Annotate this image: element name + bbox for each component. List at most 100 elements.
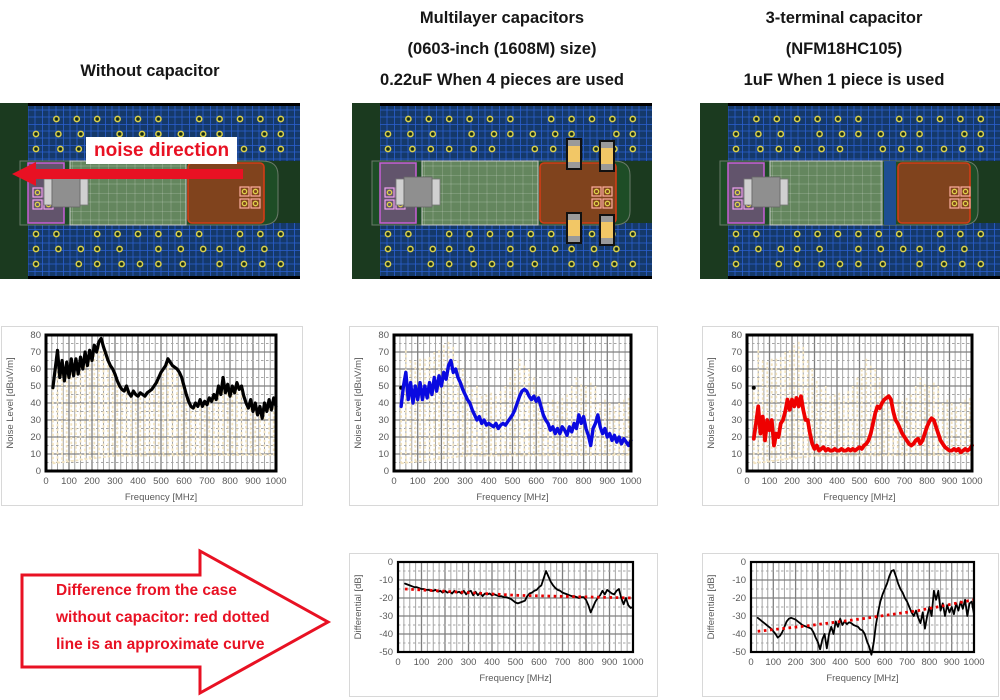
axis-labels: 0 100 200 300 400 500 600 700 800 900 100001020304… [353, 330, 642, 503]
via-dots [732, 115, 985, 268]
differential-chart-3terminal: 0 100 200 300 400 500 600 700 800 900 1000 -50 -40 -3… [702, 553, 999, 697]
differential-multilayer-svg: 0 100 200 300 400 500 600 700 800 900 1000 -50 -40 -3… [353, 557, 644, 684]
reference-start-marker [751, 385, 756, 390]
plot-border [745, 333, 974, 473]
svg-text:800: 800 [576, 476, 592, 487]
svg-text:400: 400 [829, 476, 845, 487]
pcb-board-multilayer-capacitors [352, 103, 652, 279]
title-line: Multilayer capacitors [419, 9, 585, 27]
svg-text:800: 800 [578, 657, 594, 668]
multilayer-capacitors [566, 138, 615, 246]
axis-labels: 0 100 200 300 400 500 600 700 800 900 100001020304… [706, 330, 983, 503]
svg-text:80: 80 [731, 330, 742, 341]
red-pads [239, 186, 261, 209]
svg-text:30: 30 [731, 415, 742, 426]
svg-text:70: 70 [378, 347, 389, 358]
pcb-board-3terminal-capacitor [700, 103, 1000, 279]
svg-text:600: 600 [877, 657, 893, 668]
svg-text:0: 0 [748, 657, 753, 668]
svg-text:0: 0 [43, 476, 48, 487]
differential-chart-multilayer: 0 100 200 300 400 500 600 700 800 900 1000 -50 -40 -3… [349, 553, 658, 697]
svg-text:700: 700 [899, 657, 915, 668]
svg-text:10: 10 [731, 449, 742, 460]
axis-labels: 0 100 200 300 400 500 600 700 800 900 100001020304… [5, 330, 287, 503]
svg-text:50: 50 [30, 381, 41, 392]
svg-text:500: 500 [855, 657, 871, 668]
svg-text:600: 600 [531, 657, 547, 668]
svg-text:900: 900 [599, 476, 615, 487]
svg-text:40: 40 [731, 398, 742, 409]
svg-text:900: 900 [602, 657, 618, 668]
svg-text:1000: 1000 [622, 657, 643, 668]
axis-labels: 0 100 200 300 400 500 600 700 800 900 1000-50-40-3… [706, 557, 985, 684]
y-axis-title: Differential [dB] [706, 575, 717, 640]
via-dots [384, 115, 637, 268]
svg-text:300: 300 [107, 476, 123, 487]
svg-text:1000: 1000 [620, 476, 641, 487]
difference-callout: Difference from the case without capacit… [16, 546, 336, 698]
column-title-multilayer: Multilayer capacitors (0603-inch (1608M)… [330, 3, 674, 96]
column-title-3terminal: 3-terminal capacitor (NFM18HC105) 1uF Wh… [688, 3, 1000, 96]
svg-text:500: 500 [852, 476, 868, 487]
svg-text:700: 700 [199, 476, 215, 487]
callout-line: Difference from the case [56, 582, 237, 599]
axis-labels: 0 100 200 300 400 500 600 700 800 900 1000-50-40-3… [353, 557, 644, 684]
svg-text:500: 500 [505, 476, 521, 487]
svg-text:30: 30 [378, 415, 389, 426]
pcb-layout-svg [0, 103, 300, 279]
svg-text:20: 20 [378, 432, 389, 443]
svg-text:100: 100 [410, 476, 426, 487]
svg-text:60: 60 [378, 364, 389, 375]
series-line [756, 569, 975, 656]
svg-text:100: 100 [61, 476, 77, 487]
svg-text:100: 100 [765, 657, 781, 668]
svg-text:200: 200 [84, 476, 100, 487]
svg-text:0: 0 [388, 557, 393, 568]
svg-text:1000: 1000 [961, 476, 982, 487]
trend-dotted-line [757, 598, 975, 633]
svg-text:1000: 1000 [963, 657, 984, 668]
svg-text:900: 900 [944, 657, 960, 668]
svg-text:0: 0 [737, 466, 742, 477]
svg-text:100: 100 [414, 657, 430, 668]
svg-text:1000: 1000 [265, 476, 286, 487]
svg-text:0: 0 [384, 466, 389, 477]
svg-text:700: 700 [552, 476, 568, 487]
title-line: 3-terminal capacitor [765, 9, 923, 27]
svg-text:80: 80 [30, 330, 41, 341]
svg-text:600: 600 [176, 476, 192, 487]
grid [397, 561, 634, 653]
gray-chip-component [743, 176, 789, 208]
series-line [751, 394, 974, 455]
noise-3terminal-1pc-svg: 0 100 200 300 400 500 600 700 800 900 1000 0 10 20 30 4… [706, 330, 983, 503]
plot-border [749, 560, 976, 654]
svg-text:200: 200 [784, 476, 800, 487]
svg-text:0: 0 [391, 476, 396, 487]
pcb-layout-svg [352, 103, 652, 279]
svg-text:50: 50 [731, 381, 742, 392]
svg-text:60: 60 [30, 364, 41, 375]
svg-text:0: 0 [741, 557, 746, 568]
x-axis-title: Frequency [MHz] [826, 673, 898, 684]
plot-border [392, 333, 633, 473]
svg-text:600: 600 [528, 476, 544, 487]
svg-text:80: 80 [378, 330, 389, 341]
svg-text:600: 600 [874, 476, 890, 487]
differential-3terminal-svg: 0 100 200 300 400 500 600 700 800 900 1000 -50 -40 -3… [706, 557, 985, 684]
series-line [51, 336, 278, 420]
svg-text:70: 70 [30, 347, 41, 358]
svg-text:200: 200 [437, 657, 453, 668]
y-axis-title: Differential [dB] [353, 575, 364, 640]
noise-chart-3terminal: 0 100 200 300 400 500 600 700 800 900 1000 0 10 20 30 4… [702, 326, 999, 506]
x-axis-title: Frequency [MHz] [823, 492, 895, 503]
callout-line: line is an approximate curve [56, 636, 265, 653]
svg-text:800: 800 [919, 476, 935, 487]
svg-text:20: 20 [30, 432, 41, 443]
svg-text:800: 800 [222, 476, 238, 487]
noise-chart-without-capacitor: 0 100 200 300 400 500 600 700 800 900 1000 0 10 20 30 4… [1, 326, 303, 506]
svg-text:500: 500 [508, 657, 524, 668]
title-line: 0.22uF When 4 pieces are used [380, 71, 624, 89]
svg-text:0: 0 [744, 476, 749, 487]
svg-text:-40: -40 [732, 629, 746, 640]
x-axis-title: Frequency [MHz] [479, 673, 551, 684]
